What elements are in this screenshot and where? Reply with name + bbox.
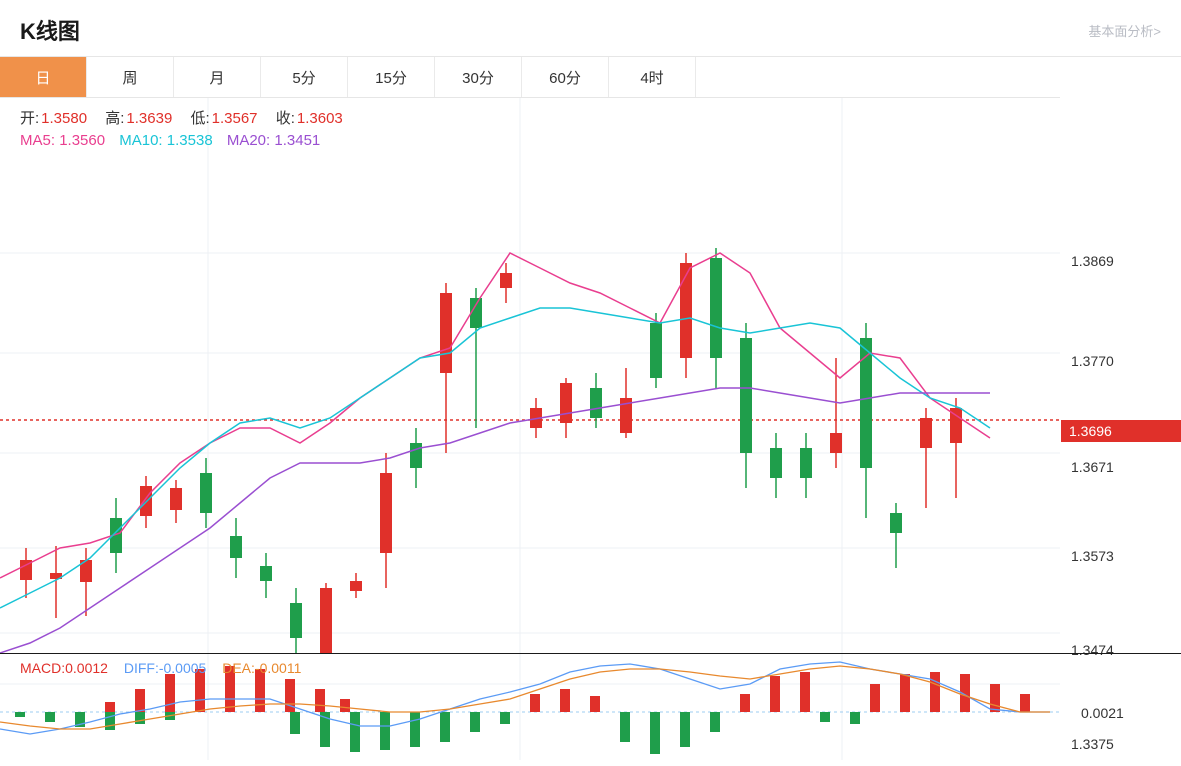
header-bar: K线图 基本面分析> <box>0 0 1181 57</box>
macd-bars-down <box>15 712 860 754</box>
tab-5min[interactable]: 5分 <box>261 57 348 97</box>
tab-day[interactable]: 日 <box>0 57 87 97</box>
timeframe-tabs: 日 周 月 5分 15分 30分 60分 4时 <box>0 57 1060 98</box>
fundamental-analysis-link[interactable]: 基本面分析> <box>1088 21 1161 40</box>
tab-month[interactable]: 月 <box>174 57 261 97</box>
tab-15min[interactable]: 15分 <box>348 57 435 97</box>
current-price-badge: 1.3696 <box>1061 420 1181 442</box>
macd-chart: MACD:0.0012 DIFF:-0.0005 DEA:-0.0011 <box>0 653 1181 759</box>
diff-label-value: DIFF:-0.0005 <box>124 660 206 676</box>
page-title: K线图 <box>20 14 80 46</box>
right-axis-labels: 1.3869 1.3770 1.3671 1.3573 1.3474 1.337… <box>1063 98 1173 653</box>
open-value: 1.3580 <box>41 110 87 127</box>
tab-60min[interactable]: 60分 <box>522 57 609 97</box>
candlestick-plot-svg <box>0 98 1181 653</box>
close-value: 1.3603 <box>297 110 343 127</box>
ma10-label-value: MA10: 1.3538 <box>119 132 212 149</box>
candlestick-chart: 开: 1.3580 高: 1.3639 低: 1.3567 收: 1.3603 MA5:… <box>0 98 1181 653</box>
low-label: 低: <box>190 110 209 127</box>
high-value: 1.3639 <box>126 110 172 127</box>
macd-label-value: MACD:0.0012 <box>20 660 108 676</box>
open-label: 开: <box>20 110 39 127</box>
tab-filler <box>696 57 1060 97</box>
low-value: 1.3567 <box>212 110 258 127</box>
tab-week[interactable]: 周 <box>87 57 174 97</box>
ma20-label-value: MA20: 1.3451 <box>227 132 320 149</box>
ohlc-overlay: 开: 1.3580 高: 1.3639 低: 1.3567 收: 1.3603 MA5:… <box>20 108 357 152</box>
tab-30min[interactable]: 30分 <box>435 57 522 97</box>
ma5-label-value: MA5: 1.3560 <box>20 132 105 149</box>
high-label: 高: <box>105 110 124 127</box>
dea-label-value: DEA:-0.0011 <box>222 660 301 676</box>
macd-right-axis-labels: 0.0021 <box>1073 654 1173 760</box>
close-label: 收: <box>276 110 295 127</box>
candle-group <box>20 248 962 653</box>
tab-4hour[interactable]: 4时 <box>609 57 696 97</box>
macd-overlay: MACD:0.0012 DIFF:-0.0005 DEA:-0.0011 <box>20 660 301 676</box>
